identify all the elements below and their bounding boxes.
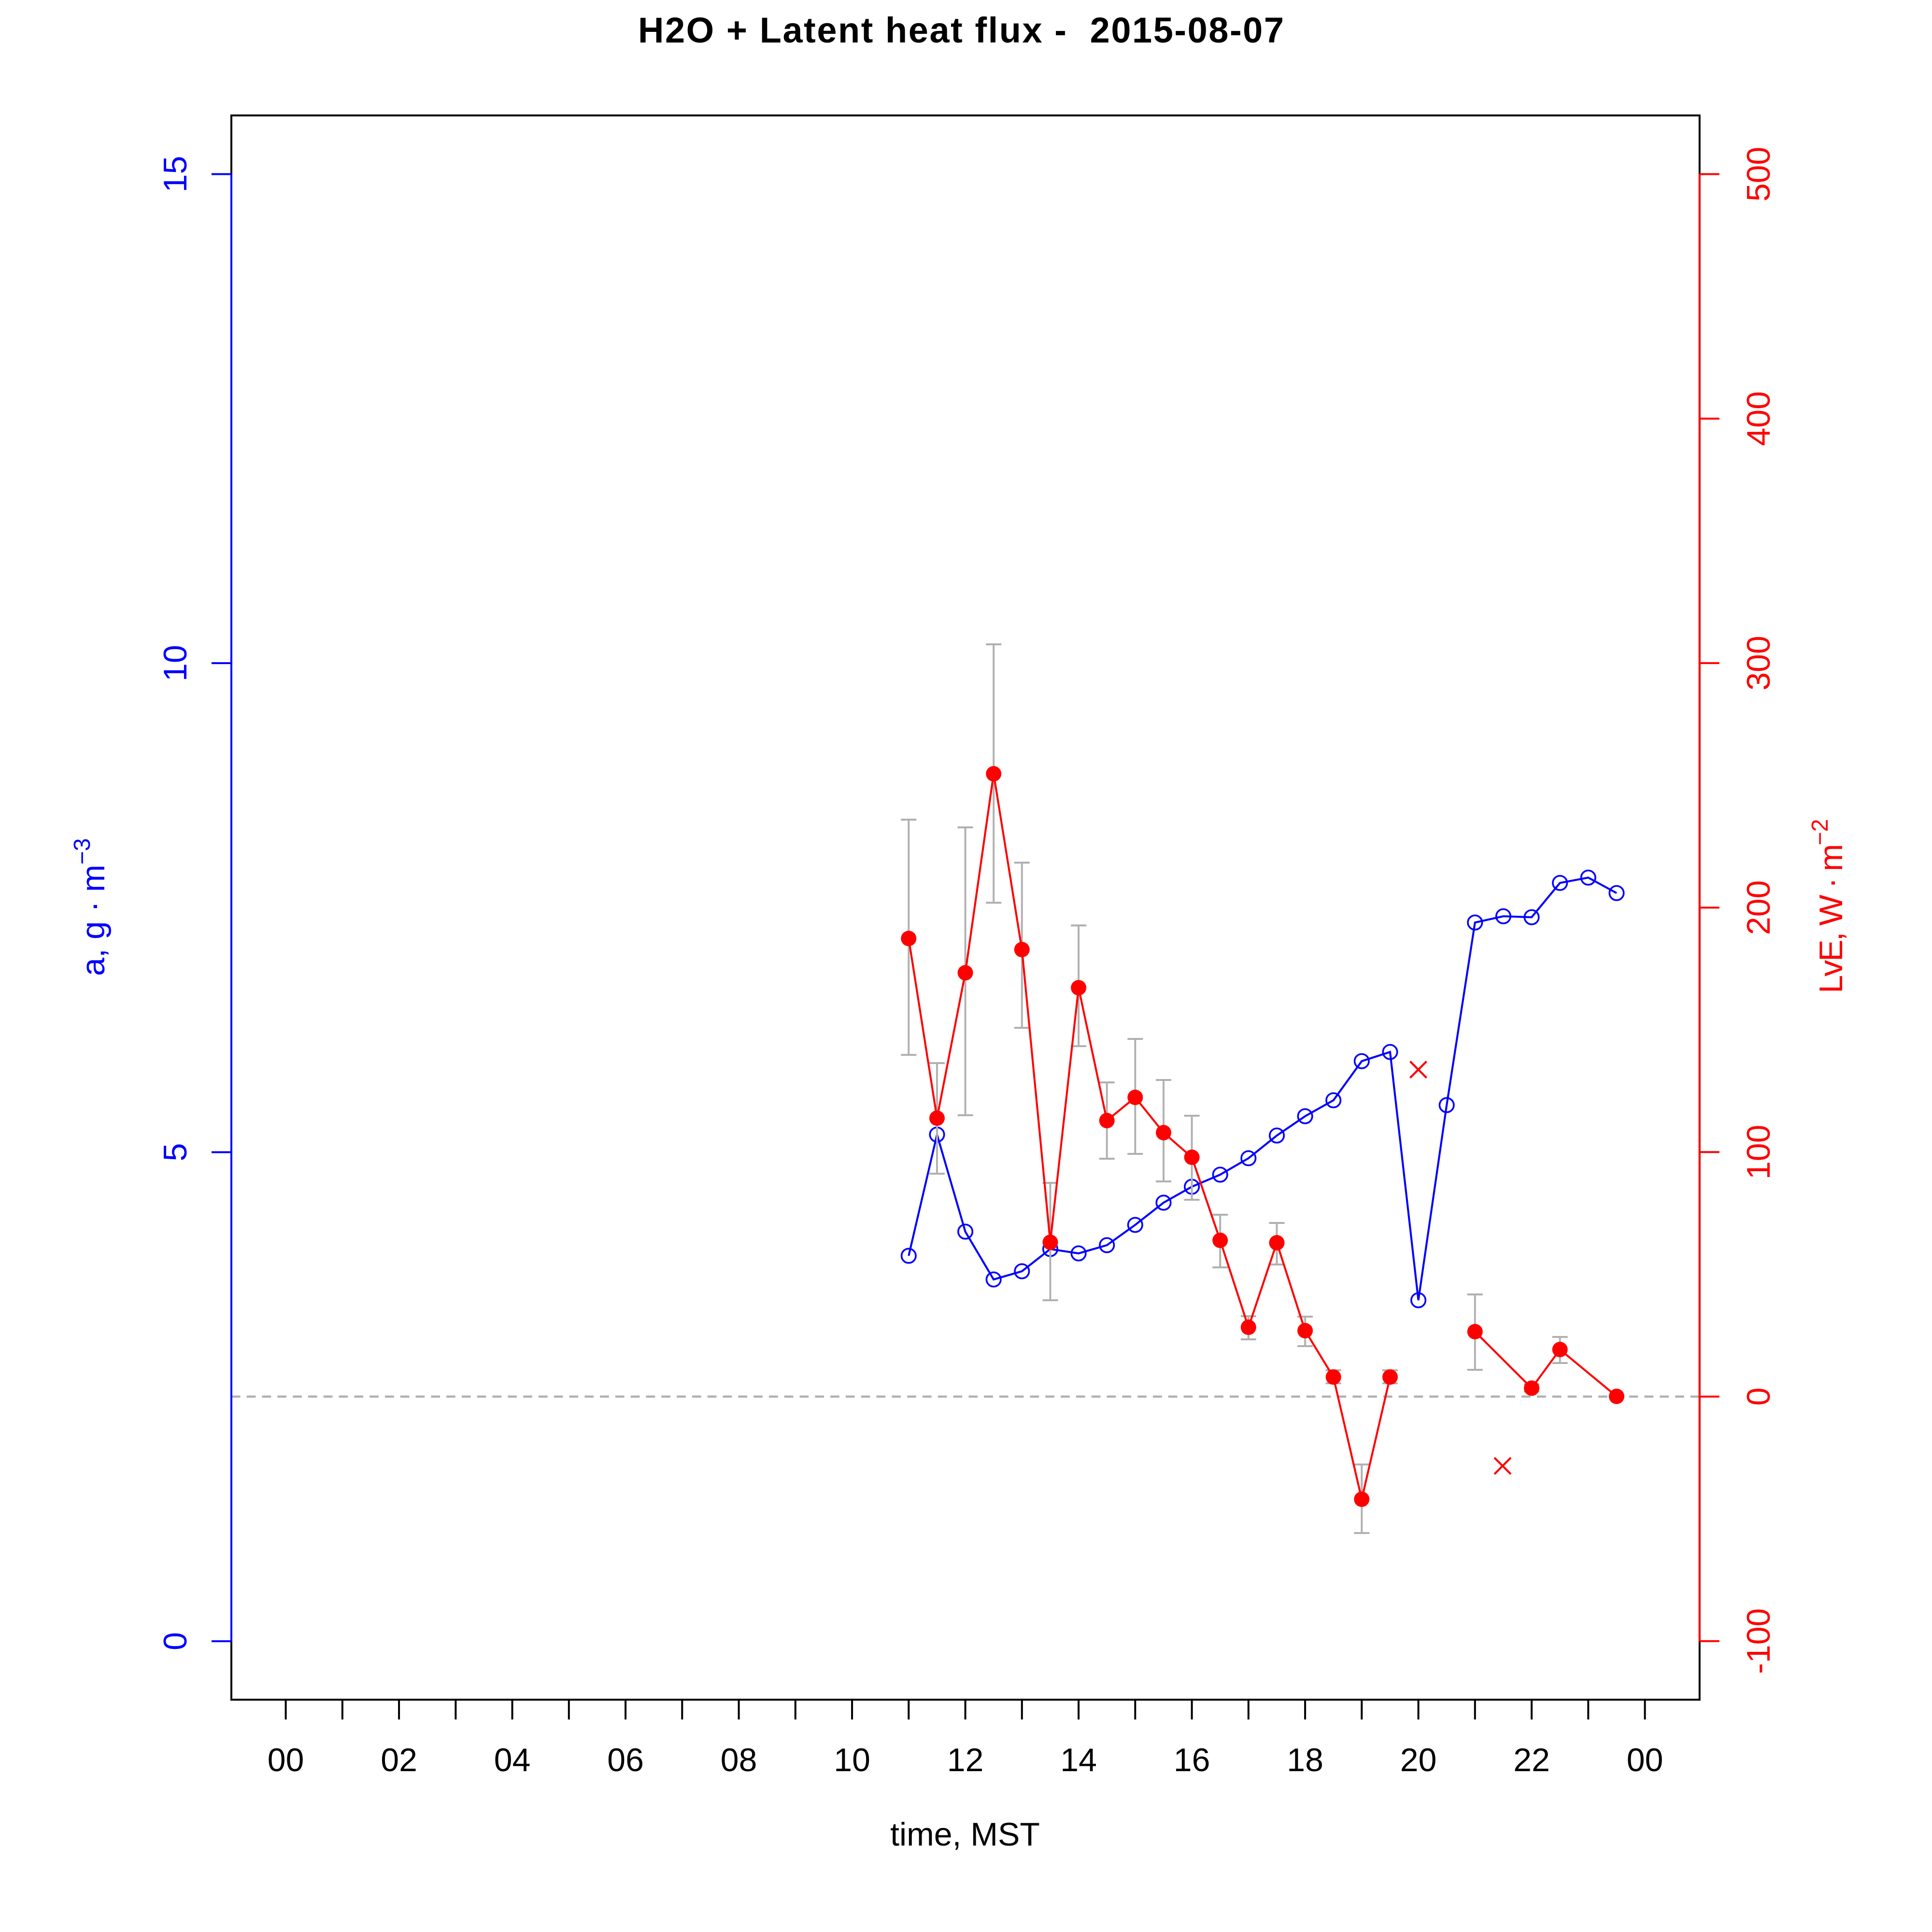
svg-text:12: 12 [947, 1742, 984, 1778]
svg-text:200: 200 [1740, 880, 1777, 935]
svg-text:LvE, W · m−2: LvE, W · m−2 [1807, 819, 1849, 994]
svg-text:5: 5 [157, 1143, 194, 1162]
svg-text:400: 400 [1740, 391, 1777, 446]
svg-text:time, MST: time, MST [890, 1816, 1040, 1853]
svg-text:02: 02 [381, 1742, 417, 1778]
svg-text:00: 00 [1627, 1742, 1663, 1778]
svg-text:18: 18 [1287, 1742, 1323, 1778]
svg-text:08: 08 [721, 1742, 757, 1778]
svg-text:10: 10 [834, 1742, 870, 1778]
svg-text:0: 0 [157, 1632, 194, 1650]
svg-text:14: 14 [1060, 1742, 1097, 1778]
svg-text:00: 00 [268, 1742, 304, 1778]
svg-text:06: 06 [607, 1742, 644, 1778]
svg-text:15: 15 [157, 156, 194, 193]
svg-text:20: 20 [1400, 1742, 1437, 1778]
svg-text:100: 100 [1740, 1125, 1777, 1179]
svg-text:16: 16 [1174, 1742, 1210, 1778]
svg-text:22: 22 [1513, 1742, 1550, 1778]
svg-text:10: 10 [157, 645, 194, 682]
svg-text:0: 0 [1740, 1388, 1777, 1406]
svg-text:500: 500 [1740, 147, 1777, 201]
svg-text:300: 300 [1740, 636, 1777, 690]
svg-text:-100: -100 [1740, 1608, 1777, 1674]
svg-text:04: 04 [494, 1742, 531, 1778]
svg-text:H2O + Latent heat flux - 2015: H2O + Latent heat flux - 2015-08-07 [638, 10, 1284, 50]
